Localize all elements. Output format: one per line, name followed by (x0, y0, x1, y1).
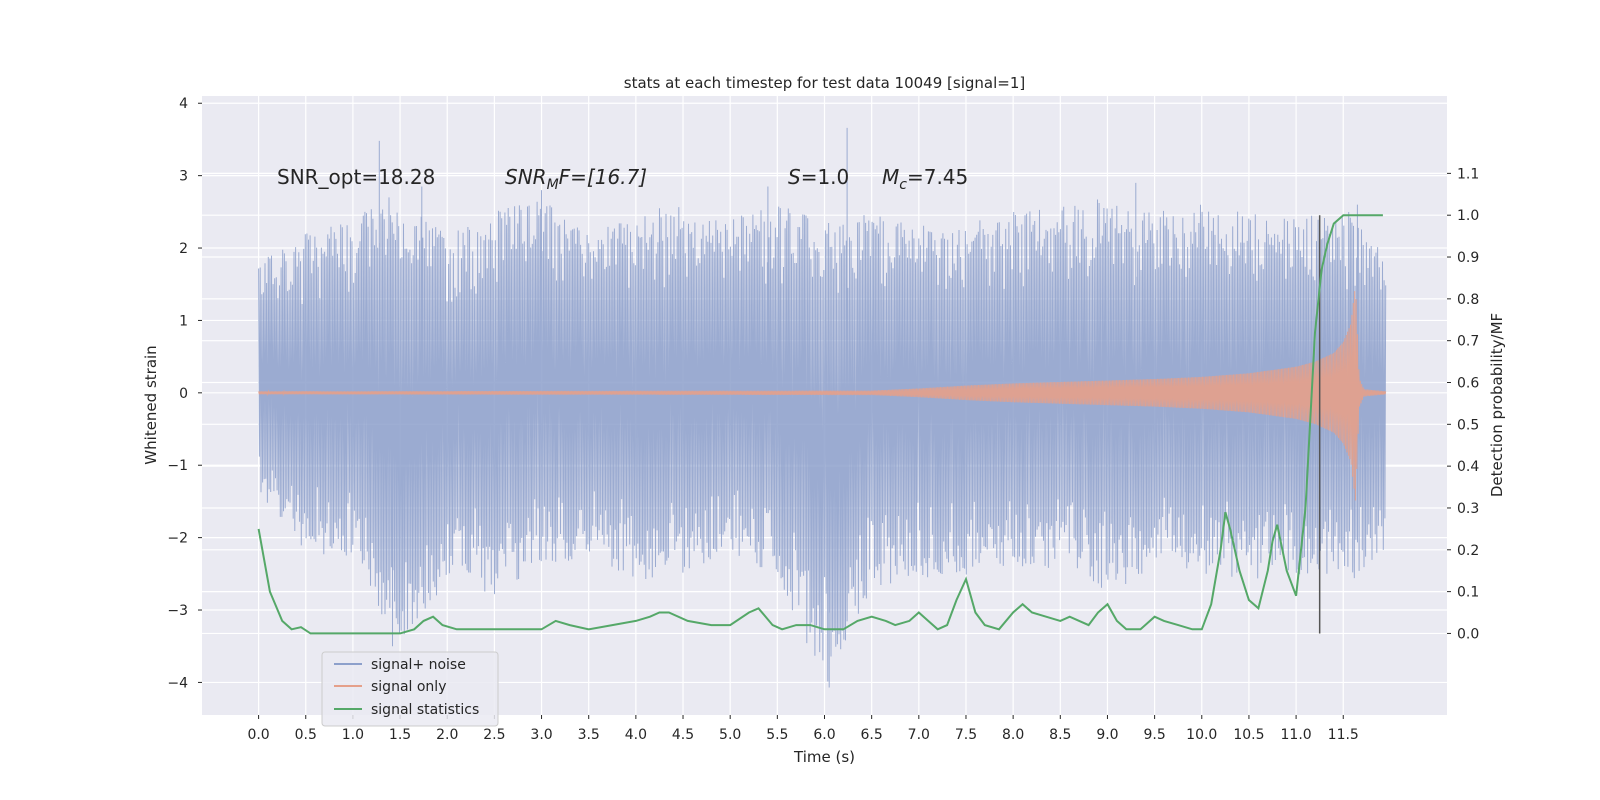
annotation-snr-mf-rest: F=[16.7] (559, 165, 647, 189)
series-signal-only (258, 291, 1387, 501)
annotation-s-rest: =1.0 (801, 165, 850, 189)
x-tick-label: 3.5 (578, 727, 600, 743)
y2-tick-label: 0.4 (1457, 459, 1479, 475)
y-tick-label: 1 (179, 313, 188, 329)
y2-tick-label: 0.5 (1457, 417, 1479, 433)
y-tick-label: 4 (179, 96, 188, 112)
x-tick-label: 2.5 (483, 727, 505, 743)
x-tick-label: 9.5 (1143, 727, 1165, 743)
legend: signal+ noise signal only signal statist… (321, 651, 499, 727)
y-axis-label: Whitened strain (142, 345, 160, 464)
y2-tick-label: 0.1 (1457, 585, 1479, 601)
axes: 0.0 0.5 1.0 1.5 2.0 2.5 3.0 3.5 4.0 4.5 5.0 5.5 6.0 6… (167, 96, 1479, 743)
y-tick-label: −2 (167, 531, 188, 547)
y2-tick-label: 1.1 (1457, 166, 1479, 182)
y2-tick-label: 1.0 (1457, 208, 1479, 224)
y-tick-label: −4 (167, 675, 188, 691)
x-tick-label: 6.0 (813, 727, 835, 743)
series-signal-noise (258, 127, 1387, 688)
x-tick-label: 1.0 (342, 727, 364, 743)
x-tick-label: 4.5 (672, 727, 694, 743)
x-tick-label: 11.0 (1281, 727, 1312, 743)
x-tick-label: 6.5 (861, 727, 883, 743)
annotation-mc: Mc=7.45 (882, 165, 968, 193)
x-tick-label: 5.0 (719, 727, 741, 743)
x-tick-label: 0.0 (247, 727, 269, 743)
x-tick-label: 10.5 (1233, 727, 1264, 743)
x-tick-label: 8.5 (1049, 727, 1071, 743)
x-tick-label: 9.0 (1096, 727, 1118, 743)
y2-tick-label: 0.2 (1457, 543, 1479, 559)
annotation-mc-sub: c (899, 177, 907, 193)
x-tick-label: 7.5 (955, 727, 977, 743)
x-tick-label: 2.0 (436, 727, 458, 743)
annotation-snr-opt: SNR_opt=18.28 (277, 165, 435, 189)
x-tick-label: 8.0 (1002, 727, 1024, 743)
x-tick-label: 1.5 (389, 727, 411, 743)
legend-label-signal-noise: signal+ noise (371, 657, 466, 673)
x-tick-label: 4.0 (625, 727, 647, 743)
y-tick-label: −3 (167, 603, 188, 619)
chart-title: stats at each timestep for test data 100… (624, 74, 1025, 92)
annotation-mc-rest: =7.45 (907, 165, 968, 189)
y2-tick-label: 0.8 (1457, 292, 1479, 308)
annotation-snr-mf: SNRMF=[16.7] (505, 165, 647, 193)
y2-tick-label: 0.9 (1457, 250, 1479, 266)
legend-label-signal-statistics: signal statistics (371, 702, 479, 718)
x-axis-label: Time (s) (793, 748, 855, 766)
annotation-mc-base: M (882, 165, 899, 189)
x-tick-label: 3.0 (530, 727, 552, 743)
x-tick-label: 0.5 (295, 727, 317, 743)
y-tick-label: 3 (179, 169, 188, 185)
x-tick-label: 10.0 (1186, 727, 1217, 743)
x-tick-label: 5.5 (766, 727, 788, 743)
legend-label-signal-only: signal only (371, 679, 446, 695)
legend-box (321, 651, 499, 727)
y-tick-label: 2 (179, 241, 188, 257)
y-tick-label: 0 (179, 386, 188, 402)
series-layer (257, 127, 1387, 688)
x-tick-label: 7.0 (908, 727, 930, 743)
y-tick-label: −1 (167, 458, 188, 474)
y2-tick-label: 0.3 (1457, 501, 1479, 517)
y2-tick-label: 0.6 (1457, 375, 1479, 391)
annotations: SNR_opt=18.28 SNRMF=[16.7] S=1.0 Mc=7.45 (277, 165, 968, 193)
x-tick-label: 11.5 (1328, 727, 1359, 743)
annotation-snr-mf-sub: M (547, 177, 559, 193)
annotation-s: S=1.0 (788, 165, 849, 189)
annotation-snr-mf-base: SNR (505, 165, 547, 189)
y2-tick-label: 0.0 (1457, 626, 1479, 642)
y2-tick-label: 0.7 (1457, 334, 1479, 350)
y2-axis-label: Detection probability/MF (1488, 313, 1506, 497)
annotation-s-base: S (788, 165, 801, 189)
series-signal-statistics (257, 214, 1383, 635)
